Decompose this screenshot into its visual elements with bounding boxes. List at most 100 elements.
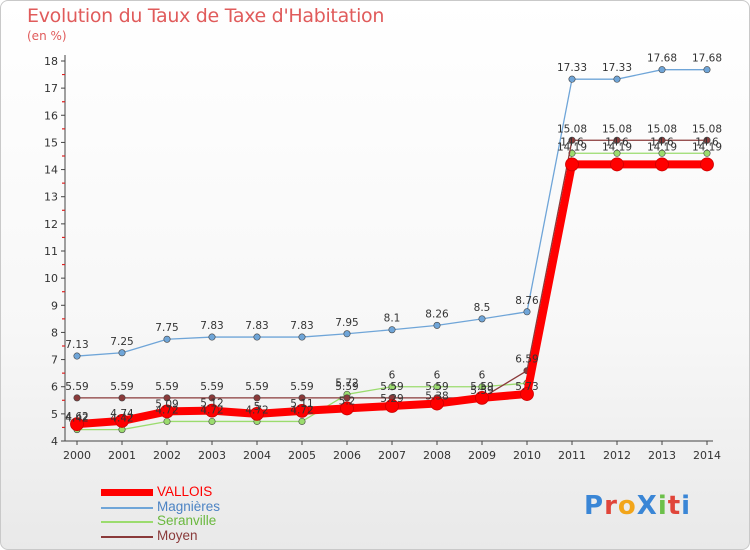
y-tick-label: 11: [44, 245, 58, 258]
data-label-vallois: 5: [254, 401, 261, 413]
data-point-magni-res: [208, 333, 216, 341]
x-tick-label: 2011: [558, 449, 586, 462]
logo-letter: X: [636, 491, 658, 521]
data-label-moyen: 5.59: [200, 381, 223, 393]
data-label-moyen: 15.08: [692, 123, 722, 135]
data-label-vallois: 5.59: [470, 385, 493, 397]
data-label-moyen: 5.59: [245, 381, 268, 393]
data-label-magni-res: 7.95: [335, 317, 358, 329]
chart-title: Evolution du Taux de Taxe d'Habitation: [27, 5, 385, 27]
data-label-seranville: 14.6: [650, 136, 674, 148]
data-point-magni-res: [253, 333, 261, 341]
data-point-vallois: [295, 403, 309, 418]
legend-swatch-magnieres: [101, 506, 153, 509]
data-label-magni-res: 7.75: [155, 322, 178, 334]
logo-letter: t: [667, 491, 682, 521]
x-tick-label: 2009: [468, 449, 496, 462]
data-point-magni-res: [118, 349, 126, 357]
legend-label-moyen: Moyen: [157, 527, 198, 543]
data-label-seranville: 4.72: [290, 404, 313, 416]
data-point-seranville: [298, 417, 306, 425]
data-label-vallois: 5.11: [290, 398, 313, 410]
data-label-vallois: 14.19: [647, 141, 677, 153]
data-point-moyen: [613, 136, 621, 144]
data-point-seranville: [703, 149, 711, 157]
legend-swatch-vallois: [101, 489, 153, 496]
y-tick-label: 10: [44, 272, 58, 285]
data-point-magni-res: [568, 75, 576, 83]
logo-letter: i: [681, 491, 692, 521]
data-label-vallois: 14.19: [602, 141, 632, 153]
y-tick-label: 14: [44, 164, 58, 177]
data-label-seranville: 5.72: [335, 377, 358, 389]
data-label-vallois: 14.19: [557, 141, 587, 153]
x-tick-label: 2008: [423, 449, 451, 462]
legend-swatch-seranville: [101, 521, 153, 523]
data-label-magni-res: 7.13: [65, 339, 88, 351]
x-tick-label: 2003: [198, 449, 226, 462]
data-point-vallois: [610, 157, 624, 172]
y-tick-label: 17: [44, 82, 58, 95]
axes: 4 5 6 7 8 9 10 11 12 13 14 15 16 17 18 2000 2001 2002 2003…: [44, 55, 721, 462]
data-point-seranville: [613, 149, 621, 157]
data-point-magni-res: [163, 335, 171, 343]
data-label-moyen: 15.08: [557, 123, 587, 135]
y-tick-label: 8: [51, 326, 58, 339]
data-point-magni-res: [703, 66, 711, 74]
data-label-magni-res: 8.1: [384, 313, 401, 325]
x-tick-label: 2014: [693, 449, 721, 462]
data-label-magni-res: 17.33: [602, 62, 632, 74]
y-tick-label: 13: [44, 191, 58, 204]
data-label-moyen: 15.08: [647, 123, 677, 135]
data-label-seranville: 14.6: [605, 136, 629, 148]
proxiti-logo[interactable]: ProXiti: [584, 491, 691, 521]
data-point-seranville: [658, 149, 666, 157]
data-label-moyen: 5.59: [110, 381, 133, 393]
x-tick-label: 2005: [288, 449, 316, 462]
data-point-magni-res: [478, 315, 486, 323]
data-label-seranville: 14.6: [695, 136, 719, 148]
data-point-moyen: [208, 394, 216, 402]
data-label-magni-res: 8.76: [515, 295, 539, 307]
x-tick-label: 2010: [513, 449, 541, 462]
y-tick-label: 12: [44, 218, 58, 231]
x-tick-label: 2013: [648, 449, 676, 462]
data-point-vallois: [700, 157, 714, 172]
x-tick-label: 2004: [243, 449, 271, 462]
data-point-seranville: [433, 383, 441, 391]
data-label-magni-res: 17.68: [692, 53, 722, 65]
data-label-seranville: 14.6: [560, 136, 584, 148]
logo-letter: r: [604, 491, 618, 521]
data-label-vallois: 4.74: [110, 408, 134, 420]
logo-letter: i: [657, 491, 668, 521]
data-point-moyen: [298, 394, 306, 402]
data-label-moyen: 15.08: [602, 123, 632, 135]
data-point-moyen: [118, 394, 126, 402]
data-label-magni-res: 7.25: [110, 336, 133, 348]
x-tick-label: 2006: [333, 449, 361, 462]
data-label-moyen: 5.59: [380, 381, 403, 393]
data-label-vallois: 5.29: [380, 393, 403, 405]
data-label-magni-res: 7.83: [290, 320, 313, 332]
x-tick-label: 2000: [63, 449, 91, 462]
data-point-moyen: [658, 136, 666, 144]
data-point-vallois: [115, 414, 129, 428]
data-point-vallois: [385, 399, 399, 413]
y-tick-label: 5: [51, 408, 58, 421]
data-point-magni-res: [298, 333, 306, 341]
data-point-vallois: [160, 404, 174, 419]
data-label-moyen: 5.59: [470, 381, 493, 393]
data-label-vallois: 4.62: [65, 411, 88, 423]
data-point-magni-res: [73, 352, 81, 360]
data-label-magni-res: 7.83: [200, 320, 223, 332]
data-label-vallois: 5.38: [425, 391, 448, 403]
data-label-moyen: 6.59: [515, 354, 538, 366]
data-point-seranville: [478, 383, 486, 391]
data-label-vallois: 5.12: [200, 398, 223, 410]
data-point-magni-res: [613, 75, 621, 83]
y-tick-label: 18: [44, 55, 58, 68]
y-tick-label: 6: [51, 381, 58, 394]
data-label-seranville: 6: [479, 370, 486, 382]
data-label-vallois: 5.73: [515, 381, 538, 393]
